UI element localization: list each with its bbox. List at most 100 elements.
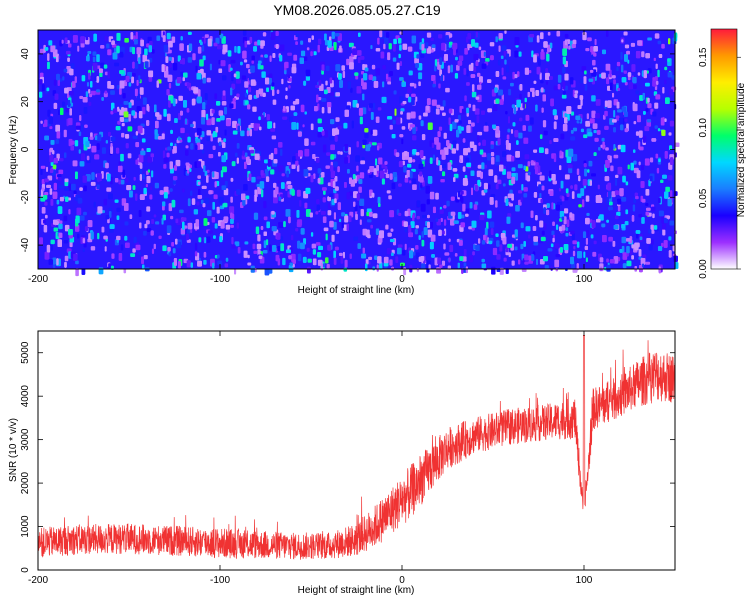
heatmap-cell xyxy=(221,142,226,149)
heatmap-cell xyxy=(475,31,478,38)
heatmap-cell xyxy=(49,155,54,163)
heatmap-cell xyxy=(337,151,341,155)
heatmap-cell xyxy=(499,267,504,275)
heatmap-cell xyxy=(288,85,291,89)
heatmap-cell xyxy=(259,181,265,189)
heatmap-cell xyxy=(576,241,580,248)
heatmap-cell xyxy=(611,191,616,198)
heatmap-cell xyxy=(597,184,600,190)
heatmap-cell xyxy=(613,79,616,85)
heatmap-cell xyxy=(590,234,594,239)
heatmap-cell xyxy=(524,261,529,265)
heatmap-cell xyxy=(459,159,462,163)
heatmap-cell xyxy=(356,50,362,56)
heatmap-cell xyxy=(640,181,645,188)
heatmap-cell xyxy=(254,41,259,46)
heatmap-cell xyxy=(211,217,216,223)
heatmap-cell xyxy=(244,241,249,245)
heatmap-cell xyxy=(360,208,364,217)
heatmap-cell xyxy=(518,190,523,194)
heatmap-cell xyxy=(289,116,293,122)
heatmap-cell xyxy=(467,44,473,48)
heatmap-cell xyxy=(272,196,278,204)
heatmap-cell xyxy=(148,45,152,53)
heatmap-cell xyxy=(426,32,432,38)
heatmap-cell xyxy=(250,65,255,73)
heatmap-cell xyxy=(591,173,596,177)
heatmap-cell xyxy=(149,186,153,191)
heatmap-cell xyxy=(495,70,500,78)
heatmap-cell xyxy=(463,148,469,156)
snr-frame xyxy=(37,330,676,571)
heatmap-cell xyxy=(123,118,129,123)
heatmap-cell xyxy=(418,72,423,80)
heatmap-cell xyxy=(383,37,389,45)
heatmap-cell xyxy=(225,119,231,127)
heatmap-cell xyxy=(304,138,309,146)
heatmap-cell xyxy=(241,193,246,201)
heatmap-cell xyxy=(454,119,459,123)
heatmap-cell xyxy=(512,71,516,80)
heatmap-cell xyxy=(156,80,159,88)
heatmap-cell xyxy=(139,174,142,181)
heatmap-cell xyxy=(585,237,588,245)
heatmap-cell xyxy=(669,120,674,127)
heatmap-cell xyxy=(577,251,582,259)
heatmap-cell xyxy=(438,83,441,89)
heatmap-cell xyxy=(202,55,206,61)
heatmap-cell xyxy=(632,103,638,112)
heatmap-cell xyxy=(264,54,268,58)
heatmap-cell xyxy=(153,214,157,218)
heatmap-cell xyxy=(120,153,124,162)
heatmap-cell xyxy=(219,33,224,39)
heatmap-cell xyxy=(471,39,476,47)
heatmap-cell xyxy=(550,98,554,107)
heatmap-cell xyxy=(70,145,75,151)
heatmap-cell xyxy=(230,218,234,224)
heatmap-cell xyxy=(267,121,273,129)
heatmap-cell xyxy=(208,153,214,159)
heatmap-cell xyxy=(553,121,557,130)
heatmap-cell xyxy=(419,171,423,177)
heatmap-cell xyxy=(583,163,587,168)
heatmap-cell xyxy=(402,160,405,166)
heatmap-cell xyxy=(316,204,320,211)
heatmap-cell xyxy=(218,152,221,157)
heatmap-cell xyxy=(412,214,415,222)
heatmap-cell xyxy=(483,125,489,132)
heatmap-cell xyxy=(295,160,299,166)
heatmap-cell xyxy=(365,144,371,152)
heatmap-cell xyxy=(337,125,342,130)
heatmap-cell xyxy=(540,198,543,204)
heatmap-cell xyxy=(392,57,397,62)
heatmap-cell xyxy=(456,143,459,151)
heatmap-cell xyxy=(587,37,592,42)
heatmap-cell xyxy=(121,132,125,138)
heatmap-cell xyxy=(574,90,579,94)
heatmap-cell xyxy=(545,72,550,81)
heatmap-cell xyxy=(263,216,268,221)
heatmap-cell xyxy=(361,78,364,87)
heatmap-cell xyxy=(81,268,86,275)
heatmap-cell xyxy=(440,106,444,111)
heatmap-cell xyxy=(310,175,314,183)
heatmap-cell xyxy=(470,187,474,196)
heatmap-cell xyxy=(187,222,193,230)
heatmap-cell xyxy=(496,240,500,247)
heatmap-cell xyxy=(247,262,252,266)
heatmap-cell xyxy=(193,87,199,94)
heatmap-cell xyxy=(377,196,381,204)
heatmap-cell xyxy=(369,165,375,173)
heatmap-cell xyxy=(377,145,380,151)
heatmap-cell xyxy=(377,107,382,111)
heatmap-cell xyxy=(580,128,584,133)
heatmap-cell xyxy=(231,73,234,82)
heatmap-cell xyxy=(515,172,518,181)
heatmap-cell xyxy=(333,212,336,220)
heatmap-cell xyxy=(77,233,80,239)
heatmap-cell xyxy=(140,39,144,47)
heatmap-cell xyxy=(247,104,251,110)
heatmap-cell xyxy=(570,256,575,265)
heatmap-cell xyxy=(615,115,620,121)
heatmap-cell xyxy=(86,55,90,62)
